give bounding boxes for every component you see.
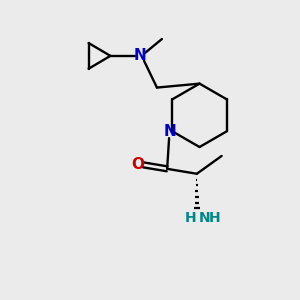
Text: N: N [164, 124, 176, 139]
Text: N: N [134, 48, 146, 63]
Text: N: N [199, 212, 211, 225]
Text: O: O [131, 158, 144, 172]
Text: H: H [185, 212, 197, 225]
Text: H: H [209, 212, 220, 225]
